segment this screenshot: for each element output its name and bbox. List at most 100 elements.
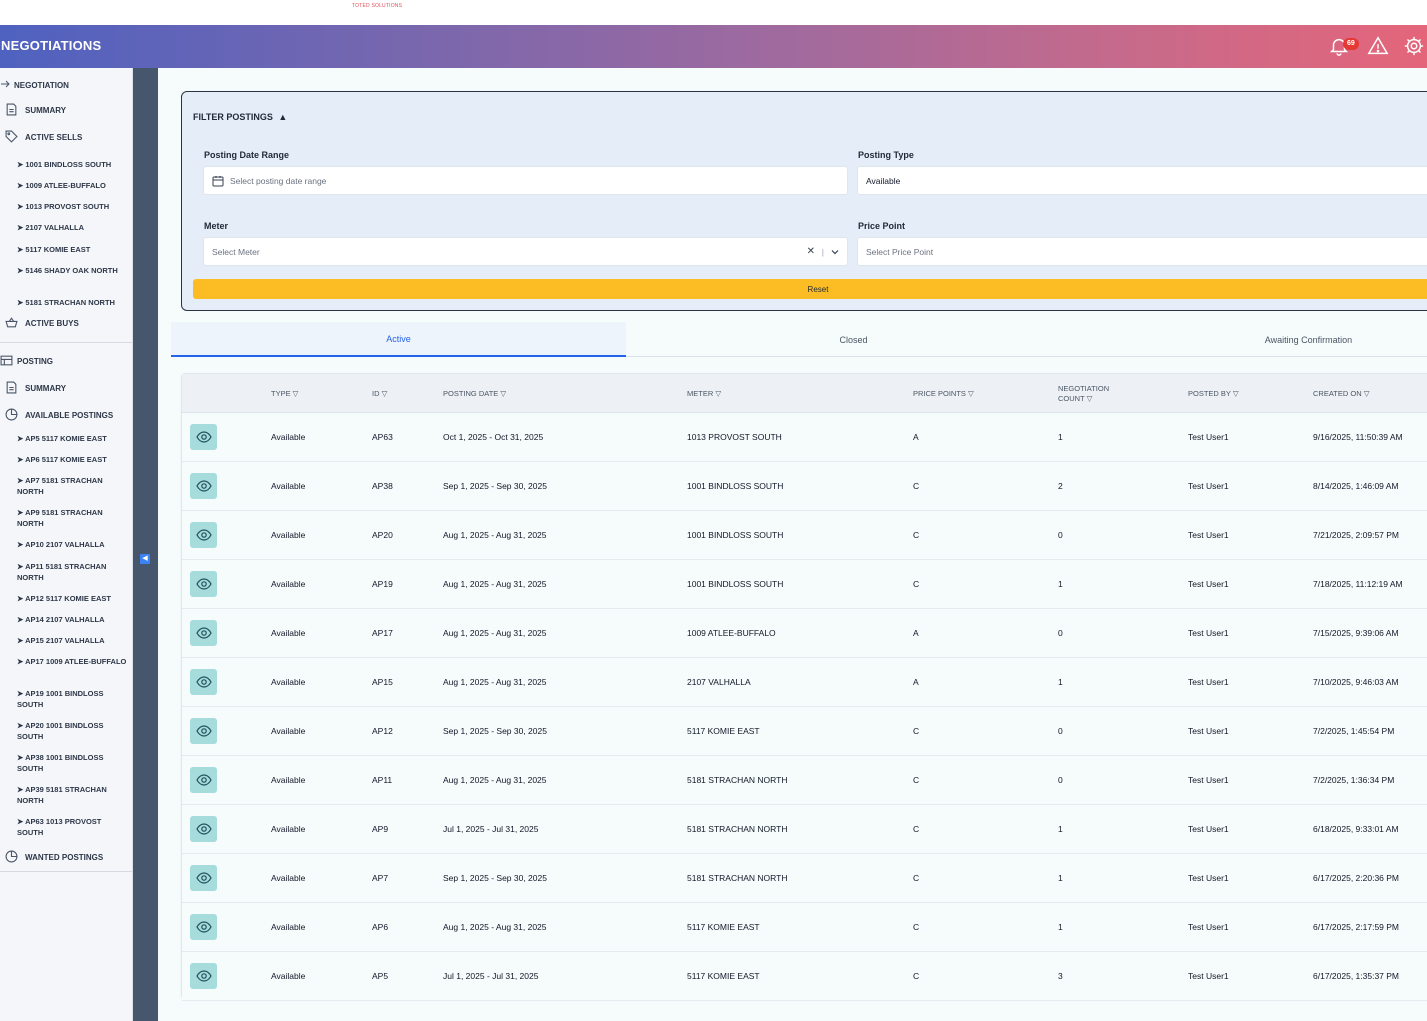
view-button[interactable] [190,767,217,793]
tab-closed[interactable]: Closed [839,334,868,345]
table-header: TYPE ▽ ID ▽ POSTING DATE ▽ METER ▽ PRICE… [182,374,1427,413]
sidebar-item-sell[interactable]: ➤ 5117 KOMIE EAST [17,245,91,254]
cell-posted-by: Test User1 [1188,726,1229,736]
cell-created-on: 6/18/2025, 9:33:01 AM [1313,824,1399,834]
cell-price-point: C [913,775,920,785]
view-button[interactable] [190,571,217,597]
column-header-created-on[interactable]: CREATED ON ▽ [1313,388,1370,398]
sidebar-item-active-buys[interactable]: ACTIVE BUYS [5,317,138,330]
cell-price-point: C [913,922,920,932]
tabs: Active Closed Awaiting Confirmation [171,322,1427,357]
arrow-right-icon [0,78,14,92]
view-button[interactable] [190,718,217,744]
reset-button[interactable]: Reset [193,279,1427,299]
sidebar-item-negotiation-summary[interactable]: SUMMARY [5,103,138,117]
gear-icon[interactable] [1403,35,1425,57]
sidebar-item-sell[interactable]: ➤ 1001 BINDLOSS SOUTH [17,160,112,169]
cell-id: AP6 [372,922,389,932]
view-button[interactable] [190,816,217,842]
view-button[interactable] [190,522,217,548]
column-header-negotiation-count[interactable]: NEGOTIATION COUNT ▽ [1058,383,1110,403]
view-button[interactable] [190,473,217,499]
column-header-id[interactable]: ID ▽ [372,388,388,398]
sidebar-item-posting[interactable]: ➤ AP9 5181 STRACHAN NORTH [17,508,103,528]
eye-icon [195,480,212,492]
sidebar-item-posting[interactable]: ➤ AP15 2107 VALHALLA [17,636,105,645]
sidebar-item-posting[interactable]: ➤ AP10 2107 VALHALLA [17,540,105,549]
cell-negotiation-count: 0 [1058,726,1063,736]
sidebar-item-available-postings[interactable]: AVAILABLE POSTINGS [5,408,138,422]
price-point-select[interactable]: Select Price Point [857,237,1427,266]
page-title: NEGOTIATIONS [1,38,102,53]
sidebar-item-posting[interactable]: ➤ AP38 1001 BINDLOSS SOUTH [17,753,104,773]
cell-negotiation-count: 2 [1058,481,1063,491]
sidebar-item-posting[interactable]: ➤ AP6 5117 KOMIE EAST [17,455,107,464]
table-row: Available AP15 Aug 1, 2025 - Aug 31, 2025 2… [182,658,1427,707]
tab-awaiting-confirmation[interactable]: Awaiting Confirmation [1264,334,1353,345]
sidebar-item-posting[interactable]: ➤ AP20 1001 BINDLOSS SOUTH [17,721,104,741]
sidebar-negotiation-heading[interactable]: NEGOTIATION [0,80,133,92]
sidebar-divider [0,871,133,872]
date-range-input[interactable]: Select posting date range [203,166,848,195]
column-header-posted-by[interactable]: POSTED BY ▽ [1188,388,1239,398]
cell-id: AP12 [372,726,393,736]
brand-bar: TOTED SOLUTIONS [0,0,1427,25]
cell-price-point: C [913,726,920,736]
cell-meter: 5181 STRACHAN NORTH [687,873,788,883]
column-header-price-points[interactable]: PRICE POINTS ▽ [913,388,974,398]
warning-icon[interactable] [1367,35,1389,57]
cell-posted-by: Test User1 [1188,481,1229,491]
bell-icon[interactable] [1328,35,1350,57]
cell-created-on: 7/10/2025, 9:46:03 AM [1313,677,1399,687]
meter-select[interactable]: Select Meter ✕ | [203,237,848,266]
sidebar-item-posting[interactable]: ➤ AP19 1001 BINDLOSS SOUTH [17,689,104,709]
posting-type-select[interactable]: Available [857,166,1427,195]
cell-id: AP5 [372,971,389,981]
sidebar-item-posting[interactable]: ➤ AP5 5117 KOMIE EAST [17,434,107,443]
cell-price-point: C [913,579,920,589]
view-button[interactable] [190,620,217,646]
sidebar-posting-heading[interactable]: POSTING [0,355,133,368]
column-header-posting-date[interactable]: POSTING DATE ▽ [443,388,507,398]
sidebar-item-posting[interactable]: ➤ AP14 2107 VALHALLA [17,615,105,624]
cell-posting-date: Sep 1, 2025 - Sep 30, 2025 [443,726,547,736]
sidebar-item-posting[interactable]: ➤ AP39 5181 STRACHAN NORTH [17,785,107,805]
clear-icon[interactable]: ✕ [806,246,815,257]
tab-active[interactable]: Active [171,322,626,357]
view-button[interactable] [190,865,217,891]
cell-id: AP7 [372,873,389,883]
sidebar-item-sell[interactable]: ➤ 1009 ATLEE-BUFFALO [17,181,106,190]
sidebar-item-posting[interactable]: ➤ AP63 1013 PROVOST SOUTH [17,817,102,837]
sidebar-item-sell[interactable]: ➤ 5181 STRACHAN NORTH [17,298,115,307]
view-button[interactable] [190,669,217,695]
view-button[interactable] [190,963,217,989]
column-header-meter[interactable]: METER ▽ [687,388,722,398]
sidebar-item-posting-summary[interactable]: SUMMARY [5,381,138,395]
cell-price-point: C [913,481,920,491]
postings-table: TYPE ▽ ID ▽ POSTING DATE ▽ METER ▽ PRICE… [181,373,1427,1001]
table-row: Available AP9 Jul 1, 2025 - Jul 31, 2025 51… [182,805,1427,854]
collapse-sidebar-icon[interactable]: ◀ [140,554,150,564]
view-button[interactable] [190,914,217,940]
cell-created-on: 7/2/2025, 1:45:54 PM [1313,726,1395,736]
sidebar-item-active-sells[interactable]: ACTIVE SELLS [5,130,138,144]
cell-meter: 5117 KOMIE EAST [687,971,760,981]
cell-meter: 5181 STRACHAN NORTH [687,824,788,834]
sidebar-item-sell[interactable]: ➤ 1013 PROVOST SOUTH [17,202,110,211]
cell-posted-by: Test User1 [1188,530,1229,540]
chevron-down-icon[interactable] [830,247,840,257]
sidebar-item-posting[interactable]: ➤ AP17 1009 ATLEE-BUFFALO [17,657,127,666]
cell-posting-date: Aug 1, 2025 - Aug 31, 2025 [443,628,547,638]
column-header-type[interactable]: TYPE ▽ [271,388,299,398]
cell-posting-date: Aug 1, 2025 - Aug 31, 2025 [443,579,547,589]
filter-toggle[interactable]: FILTER POSTINGS ▲ [193,112,288,122]
sidebar-item-posting[interactable]: ➤ AP12 5117 KOMIE EAST [17,594,111,603]
sidebar-item-posting[interactable]: ➤ AP7 5181 STRACHAN NORTH [17,476,103,496]
sidebar-item-posting[interactable]: ➤ AP11 5181 STRACHAN NORTH [17,562,107,582]
view-button[interactable] [190,424,217,450]
sidebar-item-wanted-postings[interactable]: WANTED POSTINGS [5,850,138,864]
cell-posting-date: Jul 1, 2025 - Jul 31, 2025 [443,824,539,834]
document-icon [5,103,19,117]
sidebar-item-sell[interactable]: ➤ 5146 SHADY OAK NORTH [17,266,118,275]
sidebar-item-sell[interactable]: ➤ 2107 VALHALLA [17,223,84,232]
